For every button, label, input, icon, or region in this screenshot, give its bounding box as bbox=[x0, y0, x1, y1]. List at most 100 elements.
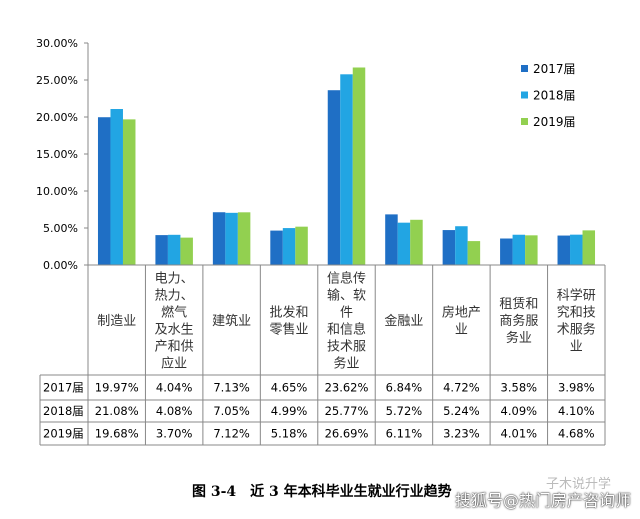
legend-swatch bbox=[521, 65, 528, 72]
bar bbox=[122, 119, 136, 265]
data-label: 3.58% bbox=[501, 381, 538, 395]
series-label: 2018届 bbox=[43, 404, 84, 418]
data-label: 7.12% bbox=[213, 427, 250, 441]
bar bbox=[327, 90, 341, 265]
data-label: 5.18% bbox=[271, 427, 308, 441]
y-tick-label: 20.00% bbox=[36, 111, 78, 124]
watermark-bottom: 搜狐号@热门房产咨询师 bbox=[455, 491, 632, 510]
category-label: 租赁和 bbox=[499, 297, 538, 312]
bar bbox=[167, 234, 181, 265]
data-label: 5.24% bbox=[443, 404, 480, 418]
category-label: 批发和 bbox=[270, 305, 309, 321]
data-label: 4.09% bbox=[501, 404, 538, 418]
category-label: 和信息 bbox=[327, 322, 366, 338]
category-label: 务业 bbox=[333, 356, 359, 372]
category-label: 房地产 bbox=[442, 305, 481, 321]
bar bbox=[512, 234, 526, 265]
category-label: 技术服 bbox=[327, 340, 366, 355]
data-label: 19.97% bbox=[95, 381, 139, 395]
category-label: 业 bbox=[570, 340, 583, 355]
series-label: 2019届 bbox=[43, 427, 84, 441]
bar bbox=[340, 74, 353, 265]
bar bbox=[212, 212, 226, 265]
data-label: 26.69% bbox=[325, 427, 369, 441]
series-label: 2017届 bbox=[43, 381, 84, 395]
y-tick-label: 5.00% bbox=[43, 222, 78, 235]
bar bbox=[397, 222, 411, 265]
category-label: 输、软 bbox=[327, 288, 366, 304]
category-label: 应业 bbox=[161, 356, 187, 372]
bar bbox=[237, 212, 251, 265]
caption: 图 3-4 近 3 年本科毕业生就业行业趋势 bbox=[192, 484, 452, 500]
legend-label: 2018届 bbox=[533, 89, 576, 103]
data-label: 7.05% bbox=[213, 404, 250, 418]
category-label: 热力、 bbox=[155, 289, 194, 304]
y-tick-label: 30.00% bbox=[36, 37, 78, 50]
data-label: 3.23% bbox=[443, 427, 480, 441]
category-label: 及水生 bbox=[155, 323, 194, 338]
bar bbox=[410, 219, 423, 265]
category-label: 产和供 bbox=[155, 340, 194, 355]
bar bbox=[525, 235, 538, 265]
data-label: 4.01% bbox=[501, 427, 538, 441]
data-label: 4.65% bbox=[271, 381, 308, 395]
category-label: 金融业 bbox=[384, 313, 423, 329]
data-label: 4.08% bbox=[156, 404, 193, 418]
category-label: 务业 bbox=[506, 330, 532, 346]
bar bbox=[442, 230, 456, 265]
legend-swatch bbox=[521, 91, 528, 99]
category-label: 电力、 bbox=[155, 272, 194, 287]
bar bbox=[110, 109, 123, 266]
y-tick-label: 10.00% bbox=[36, 185, 78, 198]
category-label: 件 bbox=[340, 306, 353, 321]
bar bbox=[582, 230, 596, 265]
bar bbox=[467, 241, 481, 265]
bar bbox=[282, 228, 296, 265]
data-label: 21.08% bbox=[95, 404, 139, 418]
category-label: 商务服 bbox=[499, 313, 538, 329]
bar bbox=[557, 235, 571, 265]
bar bbox=[225, 212, 238, 265]
data-label: 7.13% bbox=[213, 381, 250, 395]
bar bbox=[570, 234, 583, 265]
data-label: 3.70% bbox=[156, 427, 193, 441]
category-label: 究和技 bbox=[557, 306, 596, 321]
data-label: 4.04% bbox=[156, 381, 193, 395]
data-label: 4.72% bbox=[443, 381, 480, 395]
category-label: 业 bbox=[455, 323, 468, 338]
watermark-top: 子木说升学 bbox=[546, 477, 612, 492]
legend-label: 2017届 bbox=[533, 62, 576, 76]
data-label: 25.77% bbox=[325, 404, 369, 418]
bar bbox=[180, 237, 193, 265]
legend-label: 2019届 bbox=[533, 115, 576, 129]
y-tick-label: 0.00% bbox=[43, 259, 78, 272]
data-label: 4.10% bbox=[558, 404, 595, 418]
category-label: 科学研 bbox=[557, 288, 596, 304]
bar bbox=[455, 226, 468, 265]
data-label: 3.98% bbox=[558, 381, 595, 395]
category-label: 信息传 bbox=[327, 271, 366, 287]
data-label: 6.11% bbox=[386, 427, 423, 441]
category-label: 术服务 bbox=[557, 322, 596, 338]
bar bbox=[352, 67, 366, 265]
y-tick-label: 15.00% bbox=[36, 148, 78, 161]
category-label: 制造业 bbox=[97, 314, 136, 329]
data-label: 4.99% bbox=[271, 404, 308, 418]
bar bbox=[295, 226, 308, 265]
y-tick-label: 25.00% bbox=[36, 74, 78, 87]
bar bbox=[270, 230, 283, 265]
category-label: 燃气 bbox=[161, 305, 187, 321]
legend-swatch bbox=[521, 118, 528, 125]
data-label: 6.84% bbox=[386, 381, 423, 395]
category-label: 零售业 bbox=[270, 322, 309, 338]
bar bbox=[500, 238, 513, 265]
data-label: 4.68% bbox=[558, 427, 595, 441]
bar bbox=[155, 235, 168, 265]
category-label: 建筑业 bbox=[212, 313, 251, 329]
data-label: 5.72% bbox=[386, 404, 423, 418]
data-label: 23.62% bbox=[325, 381, 369, 395]
bar bbox=[97, 117, 111, 265]
bar bbox=[385, 214, 398, 265]
data-label: 19.68% bbox=[95, 427, 139, 441]
